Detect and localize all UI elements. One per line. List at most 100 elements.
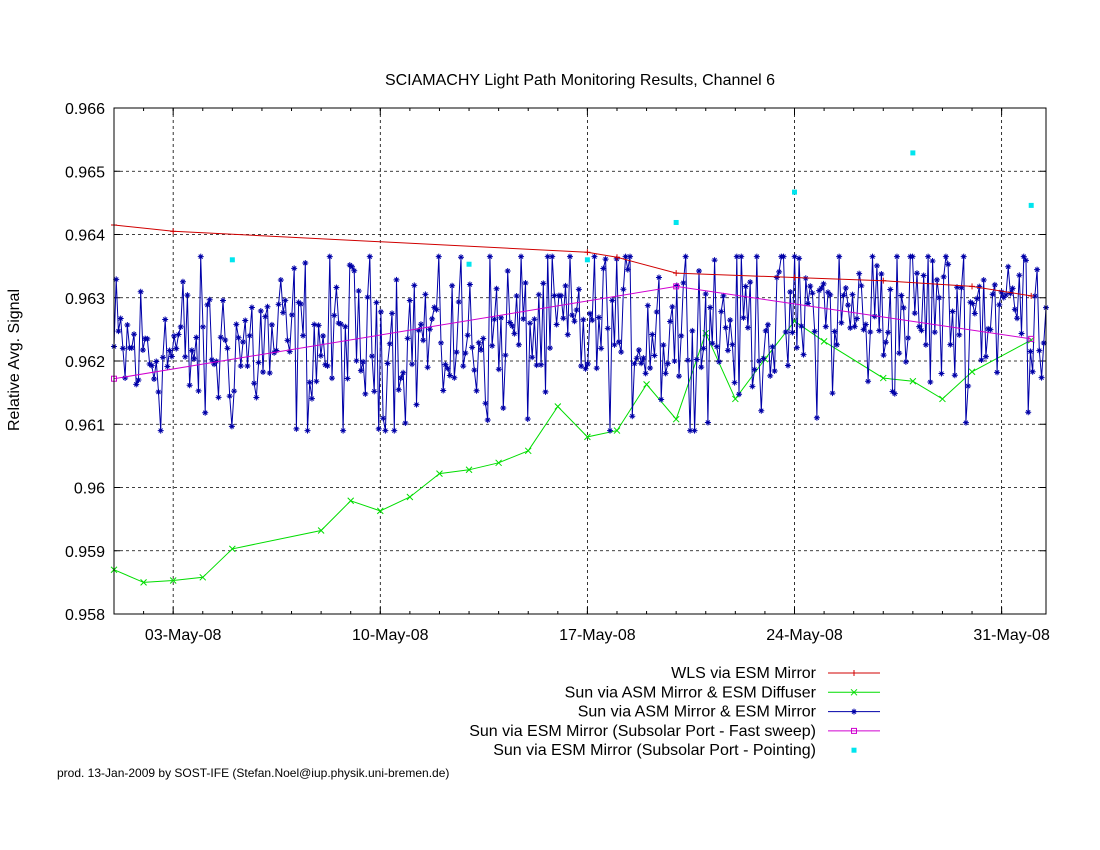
data-point <box>629 413 636 420</box>
data-point <box>157 427 164 434</box>
data-point <box>956 331 963 338</box>
data-point <box>162 316 169 323</box>
data-point <box>211 361 218 368</box>
data-point <box>696 268 703 275</box>
data-point <box>718 308 725 315</box>
data-point <box>331 312 338 319</box>
data-point <box>818 285 825 292</box>
data-point <box>582 365 589 372</box>
data-point <box>431 304 438 311</box>
data-point <box>738 253 745 260</box>
data-point <box>371 388 378 395</box>
data-point <box>729 341 736 348</box>
data-point <box>277 276 284 283</box>
data-point <box>1011 306 1018 313</box>
data-point <box>551 292 558 299</box>
data-point <box>642 370 649 377</box>
data-point <box>544 253 551 260</box>
data-point <box>1025 409 1032 416</box>
data-point <box>224 345 231 352</box>
data-point <box>673 219 679 225</box>
data-point <box>566 253 573 260</box>
data-point <box>1016 272 1023 279</box>
data-point <box>707 304 714 311</box>
data-point <box>947 341 954 348</box>
data-point <box>317 527 325 534</box>
data-point <box>324 362 331 369</box>
data-point <box>466 261 472 267</box>
data-point <box>653 309 660 316</box>
data-point <box>455 298 462 305</box>
data-point <box>237 362 244 369</box>
data-point <box>466 281 473 288</box>
data-point <box>638 360 645 367</box>
data-point <box>613 427 621 434</box>
data-point <box>248 304 255 311</box>
data-point <box>153 358 160 365</box>
data-point <box>204 301 211 308</box>
data-point <box>980 277 987 284</box>
data-point <box>633 355 640 362</box>
data-point <box>673 282 680 289</box>
data-point <box>593 365 600 372</box>
data-point <box>595 314 602 321</box>
data-point <box>177 323 184 330</box>
data-point <box>353 357 360 364</box>
data-point <box>382 427 389 434</box>
data-point <box>769 343 776 350</box>
data-point <box>362 390 369 397</box>
data-point <box>649 331 656 338</box>
data-point <box>971 310 978 317</box>
data-point <box>402 420 409 427</box>
data-point <box>169 577 177 584</box>
data-point <box>531 316 538 323</box>
data-point <box>347 497 355 505</box>
data-point <box>155 388 162 395</box>
data-point <box>673 270 680 277</box>
data-point <box>457 254 464 261</box>
data-point <box>377 308 384 315</box>
data-point <box>429 315 436 322</box>
data-point <box>838 319 845 326</box>
data-point <box>900 304 907 311</box>
data-point <box>509 322 516 329</box>
data-point <box>1028 292 1035 299</box>
y-tick-label: 0.964 <box>65 228 105 245</box>
data-point <box>240 338 247 345</box>
data-point <box>384 360 391 367</box>
data-point <box>435 253 442 260</box>
data-point <box>1020 253 1027 260</box>
data-point <box>820 338 828 345</box>
series-4 <box>229 150 1034 267</box>
data-point <box>495 366 502 373</box>
data-point <box>1005 263 1012 270</box>
data-point <box>549 253 556 260</box>
data-point <box>584 257 590 263</box>
data-point <box>749 383 756 390</box>
data-point <box>575 286 582 293</box>
data-point <box>326 253 333 260</box>
data-point <box>584 249 591 256</box>
data-point <box>942 253 949 260</box>
legend-marker <box>850 688 858 696</box>
plot-series <box>110 150 1049 586</box>
data-point <box>627 253 634 260</box>
data-point <box>1000 294 1007 301</box>
data-point <box>186 382 193 389</box>
chart-title: SCIAMACHY Light Path Monitoring Results,… <box>385 72 775 89</box>
data-point <box>578 363 585 370</box>
data-point <box>958 284 965 291</box>
y-axis-label: Relative Avg. Signal <box>6 289 23 431</box>
data-point <box>704 419 711 426</box>
data-point <box>927 379 934 386</box>
data-point <box>520 315 527 322</box>
series-2 <box>111 253 1049 434</box>
data-point <box>905 334 912 341</box>
data-point <box>968 368 976 376</box>
data-point <box>851 323 858 330</box>
data-point <box>682 253 689 260</box>
data-point <box>364 294 371 301</box>
data-point <box>257 308 264 315</box>
data-point <box>226 393 233 400</box>
data-point <box>898 292 905 299</box>
